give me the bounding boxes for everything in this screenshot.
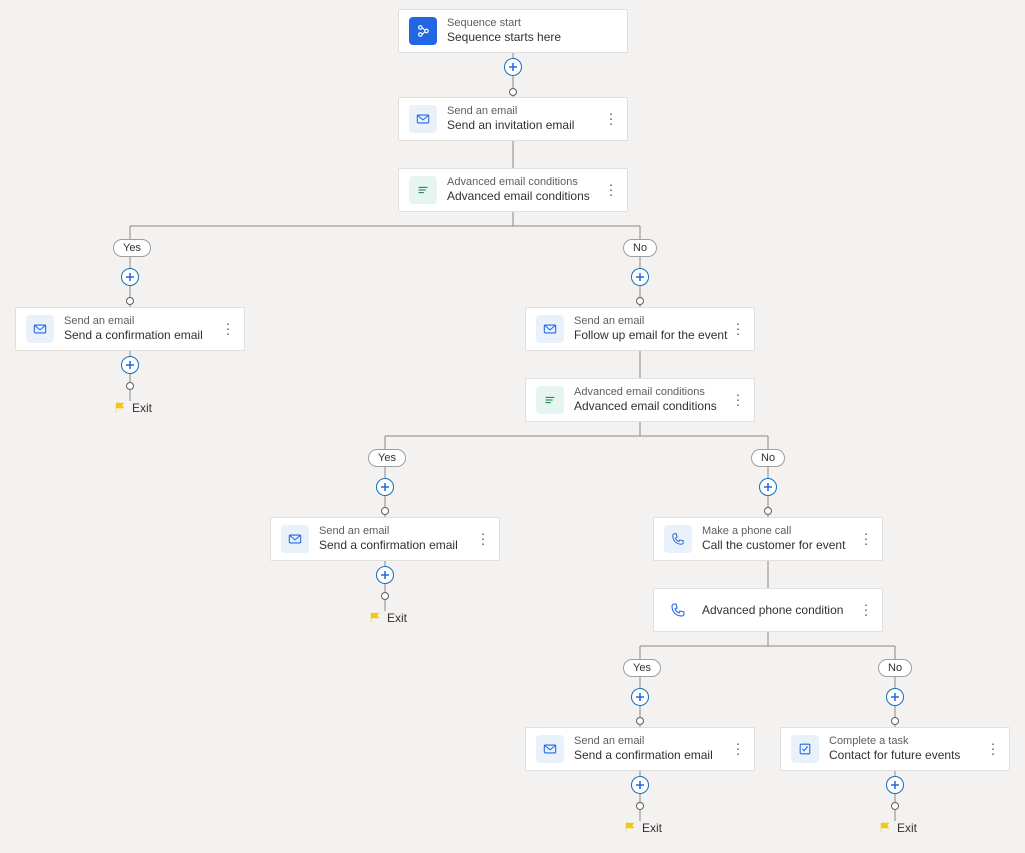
node-subtitle: Send an email	[319, 525, 458, 539]
exit-text: Exit	[132, 401, 152, 415]
flag-icon	[369, 612, 381, 624]
node-title: Sequence starts here	[447, 30, 561, 45]
node-title: Send an invitation email	[447, 118, 574, 133]
connector-dot	[764, 507, 772, 515]
add-step-button[interactable]	[886, 688, 904, 706]
add-step-button[interactable]	[121, 356, 139, 374]
exit-text: Exit	[897, 821, 917, 835]
more-menu-icon[interactable]: ⋮	[221, 321, 234, 338]
node-send-confirmation-email-1[interactable]: Send an email Send a confirmation email …	[15, 307, 245, 351]
exit-label: Exit	[369, 611, 407, 625]
email-icon	[409, 105, 437, 133]
node-title: Send a confirmation email	[319, 538, 458, 553]
phone-icon	[664, 525, 692, 553]
more-menu-icon[interactable]: ⋮	[604, 111, 617, 128]
add-step-button[interactable]	[631, 776, 649, 794]
more-menu-icon[interactable]: ⋮	[859, 602, 872, 619]
node-subtitle: Make a phone call	[702, 525, 845, 539]
node-subtitle: Send an email	[64, 315, 203, 329]
exit-label: Exit	[879, 821, 917, 835]
task-icon	[791, 735, 819, 763]
more-menu-icon[interactable]: ⋮	[986, 741, 999, 758]
node-follow-up-email[interactable]: Send an email Follow up email for the ev…	[525, 307, 755, 351]
node-advanced-email-conditions-2[interactable]: Advanced email conditions Advanced email…	[525, 378, 755, 422]
connector-dot	[126, 382, 134, 390]
add-step-button[interactable]	[376, 566, 394, 584]
node-title: Advanced email conditions	[447, 189, 590, 204]
add-step-button[interactable]	[376, 478, 394, 496]
connector-dot	[636, 297, 644, 305]
more-menu-icon[interactable]: ⋮	[476, 531, 489, 548]
node-title: Follow up email for the event	[574, 328, 727, 343]
node-send-confirmation-email-3[interactable]: Send an email Send a confirmation email …	[525, 727, 755, 771]
exit-text: Exit	[642, 821, 662, 835]
connector-dot	[509, 88, 517, 96]
branch-badge-yes: Yes	[623, 659, 661, 677]
connector-dot	[381, 592, 389, 600]
node-advanced-email-conditions-1[interactable]: Advanced email conditions Advanced email…	[398, 168, 628, 212]
connector-dot	[126, 297, 134, 305]
branch-badge-no: No	[623, 239, 657, 257]
node-send-invitation-email[interactable]: Send an email Send an invitation email ⋮	[398, 97, 628, 141]
add-step-button[interactable]	[886, 776, 904, 794]
branch-badge-no: No	[751, 449, 785, 467]
branch-badge-yes: Yes	[113, 239, 151, 257]
add-step-button[interactable]	[631, 268, 649, 286]
exit-label: Exit	[624, 821, 662, 835]
add-step-button[interactable]	[504, 58, 522, 76]
exit-label: Exit	[114, 401, 152, 415]
add-step-button[interactable]	[759, 478, 777, 496]
connector-dot	[891, 802, 899, 810]
connector-dot	[381, 507, 389, 515]
email-icon	[26, 315, 54, 343]
node-subtitle: Complete a task	[829, 735, 960, 749]
connector-dot	[636, 717, 644, 725]
node-send-confirmation-email-2[interactable]: Send an email Send a confirmation email …	[270, 517, 500, 561]
node-advanced-phone-condition[interactable]: Advanced phone condition ⋮	[653, 588, 883, 632]
email-icon	[536, 735, 564, 763]
node-title: Advanced phone condition	[702, 603, 843, 618]
node-subtitle: Send an email	[574, 735, 713, 749]
branch-badge-no: No	[878, 659, 912, 677]
connector-dot	[636, 802, 644, 810]
node-title: Call the customer for event	[702, 538, 845, 553]
node-sequence-start[interactable]: Sequence start Sequence starts here	[398, 9, 628, 53]
more-menu-icon[interactable]: ⋮	[731, 392, 744, 409]
email-icon	[536, 315, 564, 343]
more-menu-icon[interactable]: ⋮	[731, 741, 744, 758]
node-call-customer[interactable]: Make a phone call Call the customer for …	[653, 517, 883, 561]
more-menu-icon[interactable]: ⋮	[859, 531, 872, 548]
node-subtitle: Send an email	[447, 105, 574, 119]
node-subtitle: Advanced email conditions	[447, 176, 590, 190]
node-title: Send a confirmation email	[574, 748, 713, 763]
more-menu-icon[interactable]: ⋮	[731, 321, 744, 338]
sequence-icon	[409, 17, 437, 45]
node-title: Contact for future events	[829, 748, 960, 763]
add-step-button[interactable]	[121, 268, 139, 286]
more-menu-icon[interactable]: ⋮	[604, 182, 617, 199]
node-subtitle: Advanced email conditions	[574, 386, 717, 400]
phone-condition-icon	[664, 596, 692, 624]
flow-canvas: Sequence start Sequence starts here Send…	[0, 0, 1025, 853]
node-subtitle: Send an email	[574, 315, 727, 329]
flag-icon	[624, 822, 636, 834]
node-title: Send a confirmation email	[64, 328, 203, 343]
connector-dot	[891, 717, 899, 725]
condition-icon	[409, 176, 437, 204]
node-subtitle: Sequence start	[447, 17, 561, 31]
node-contact-future-events[interactable]: Complete a task Contact for future event…	[780, 727, 1010, 771]
node-title: Advanced email conditions	[574, 399, 717, 414]
branch-badge-yes: Yes	[368, 449, 406, 467]
flag-icon	[879, 822, 891, 834]
email-icon	[281, 525, 309, 553]
exit-text: Exit	[387, 611, 407, 625]
add-step-button[interactable]	[631, 688, 649, 706]
flag-icon	[114, 402, 126, 414]
condition-icon	[536, 386, 564, 414]
